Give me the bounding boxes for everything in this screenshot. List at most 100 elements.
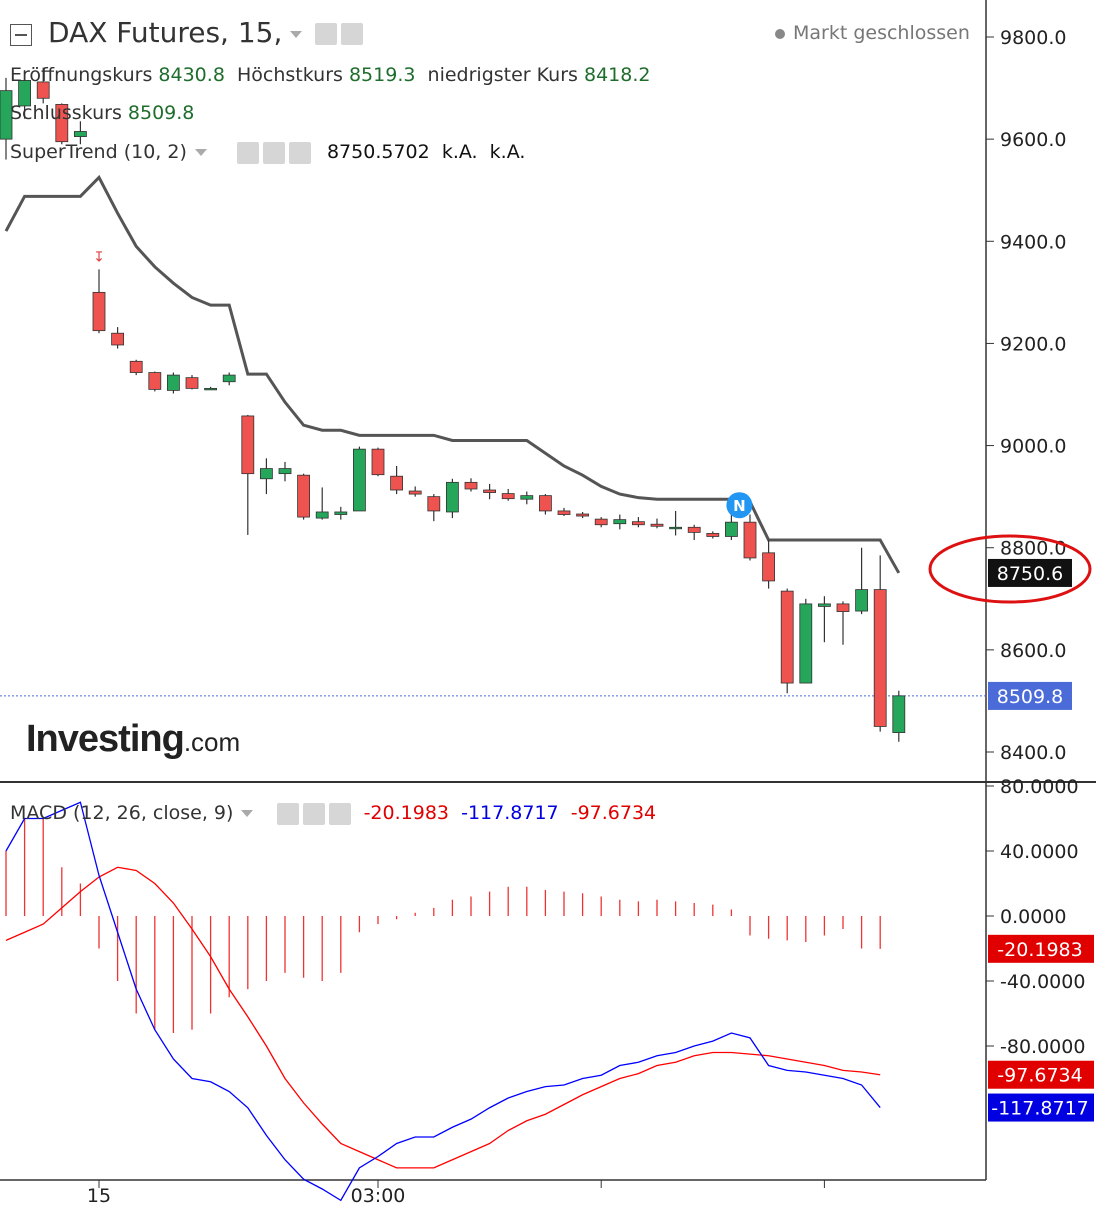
signal-line — [5, 866, 881, 1169]
supertrend-label: SuperTrend (10, 2) — [10, 141, 187, 163]
candle-body — [0, 90, 13, 140]
candle-body — [892, 695, 906, 733]
macd-tick-label: -40.0000 — [1000, 971, 1085, 993]
candle-body — [148, 372, 162, 390]
chart-title: DAX Futures, 15, — [48, 16, 364, 49]
ohlc-legend: Eröffnungskurs 8430.8 Höchstkurs 8519.3 … — [10, 64, 650, 86]
open-value: 8430.8 — [158, 64, 225, 86]
candle-body — [315, 511, 329, 519]
logo-suffix: .com — [183, 727, 241, 757]
news-marker-icon — [726, 492, 753, 519]
close-value: 8509.8 — [127, 102, 195, 124]
gear-icon[interactable] — [303, 802, 326, 825]
candle-body — [352, 448, 366, 512]
close-label: Schlusskurs — [10, 102, 122, 124]
price-tick-label: 8400.0 — [1000, 742, 1066, 764]
candle-body — [241, 415, 255, 475]
price-tick-label: 9400.0 — [1000, 231, 1066, 253]
candle-body — [650, 523, 664, 527]
candle-body — [539, 495, 552, 512]
candle-body — [743, 521, 757, 559]
candle-body — [185, 377, 199, 389]
macd-hist-tag-label: -20.1983 — [997, 939, 1082, 961]
candle-body — [855, 589, 868, 612]
candle-body — [445, 481, 459, 513]
macd-line — [5, 801, 881, 1202]
chevron-down-icon[interactable] — [290, 30, 303, 38]
macd-tick-label: -80.0000 — [1000, 1036, 1085, 1058]
low-value: 8418.2 — [583, 64, 651, 86]
candle-body — [632, 521, 645, 526]
candle-body — [371, 448, 385, 476]
candle-body — [92, 291, 106, 332]
candle-body — [427, 496, 441, 512]
candle-body — [483, 489, 497, 493]
eye-icon[interactable] — [315, 23, 338, 45]
high-value: 8519.3 — [348, 64, 416, 86]
gear-icon[interactable] — [262, 141, 285, 164]
time-tick-label: 15 — [87, 1185, 111, 1207]
annotation-ellipse — [928, 534, 1092, 604]
macd-signal-tag-label: -97.6734 — [997, 1065, 1082, 1087]
price-tick-label: 9800.0 — [1000, 27, 1066, 49]
close-icon[interactable] — [329, 802, 352, 825]
market-status-text: Markt geschlossen — [793, 22, 970, 44]
supertrend-price-tag — [988, 558, 1072, 587]
candle-body — [204, 387, 218, 391]
news-marker-label: N — [733, 497, 746, 515]
candle-body — [18, 80, 32, 107]
candle-body — [259, 468, 273, 480]
candle-body — [222, 374, 236, 383]
macd-label: MACD (12, 26, close, 9) — [10, 802, 234, 824]
market-status: Markt geschlossen — [775, 22, 970, 44]
candle-body — [613, 519, 627, 525]
price-tick-label: 9600.0 — [1000, 129, 1066, 151]
macd-hist-tag — [988, 934, 1094, 963]
macd-line-tag-label: -117.8717 — [991, 1098, 1089, 1120]
candle-body — [762, 552, 775, 582]
macd-line-value: -117.8717 — [461, 802, 559, 824]
candle-body — [836, 603, 850, 612]
price-tick-label: 9200.0 — [1000, 333, 1066, 355]
chevron-down-icon[interactable] — [194, 149, 207, 156]
candle-body — [501, 493, 515, 500]
supertrend-value: 8750.5702 — [326, 141, 430, 163]
candle-body — [36, 81, 50, 99]
close-icon[interactable] — [288, 141, 311, 164]
chevron-down-icon[interactable] — [241, 810, 254, 817]
supertrend-legend: SuperTrend (10, 2) 8750.5702 k.A. k.A. — [10, 141, 525, 164]
macd-line-tag — [988, 1093, 1094, 1122]
macd-tick-label: 0.0000 — [1000, 906, 1066, 928]
last-price-label: 8509.8 — [997, 686, 1063, 708]
candle-body — [669, 526, 682, 530]
collapse-icon[interactable] — [10, 24, 32, 46]
gear-icon[interactable] — [341, 23, 364, 45]
candle-body — [557, 510, 571, 515]
candle-body — [129, 360, 143, 373]
open-label: Eröffnungskurs — [10, 64, 153, 86]
candle-body — [725, 521, 738, 537]
macd-hist-value: -20.1983 — [363, 802, 450, 824]
candle-body — [74, 131, 87, 137]
candle-body — [818, 603, 831, 607]
candle-body — [780, 590, 794, 684]
candle-body — [873, 589, 887, 727]
candle-body — [278, 468, 292, 475]
supertrend-v2: k.A. — [441, 141, 478, 163]
low-label: niedrigster Kurs — [427, 64, 578, 86]
candle-body — [799, 603, 813, 684]
candle-body — [166, 374, 180, 391]
last-price-tag — [988, 681, 1072, 710]
macd-legend: MACD (12, 26, close, 9) -20.1983 -117.87… — [10, 802, 656, 825]
investing-logo: Investing.com — [26, 718, 240, 761]
candle-body — [297, 474, 311, 518]
price-tick-label: 8600.0 — [1000, 640, 1066, 662]
high-label: Höchstkurs — [237, 64, 343, 86]
macd-tick-label: 40.0000 — [1000, 841, 1079, 863]
eye-icon[interactable] — [236, 141, 259, 164]
price-tick-label: 9000.0 — [1000, 436, 1066, 458]
candle-body — [706, 533, 720, 537]
candle-body — [576, 513, 589, 517]
eye-icon[interactable] — [277, 802, 300, 825]
